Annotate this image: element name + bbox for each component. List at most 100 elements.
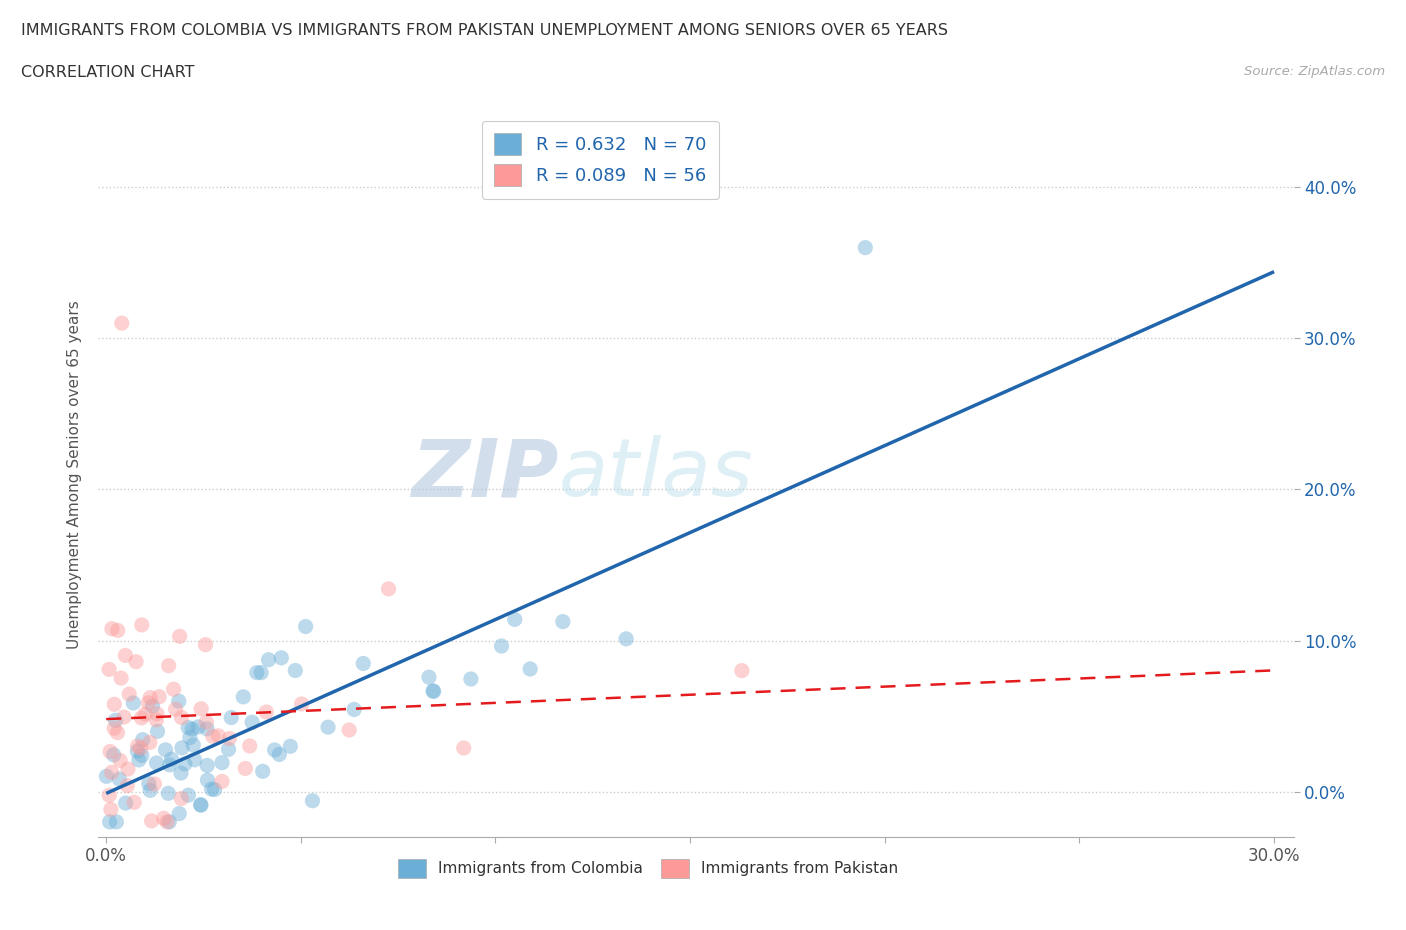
Point bbox=[146, 724, 169, 738]
Point bbox=[125, 655, 148, 670]
Point bbox=[337, 723, 360, 737]
Point bbox=[257, 652, 280, 667]
Point bbox=[377, 581, 399, 596]
Point bbox=[103, 697, 125, 711]
Point bbox=[284, 663, 307, 678]
Point bbox=[294, 619, 316, 634]
Point bbox=[110, 671, 132, 685]
Y-axis label: Unemployment Among Seniors over 65 years: Unemployment Among Seniors over 65 years bbox=[67, 300, 83, 649]
Point bbox=[211, 774, 233, 789]
Point bbox=[195, 758, 218, 773]
Point bbox=[134, 707, 156, 722]
Point bbox=[107, 725, 129, 740]
Point bbox=[418, 670, 440, 684]
Point bbox=[167, 806, 190, 821]
Point bbox=[101, 621, 124, 636]
Point bbox=[207, 728, 229, 743]
Point bbox=[197, 773, 219, 788]
Point bbox=[139, 783, 162, 798]
Point bbox=[170, 740, 193, 755]
Point bbox=[183, 752, 205, 767]
Point bbox=[139, 690, 162, 705]
Point bbox=[129, 741, 152, 756]
Point bbox=[173, 756, 195, 771]
Point bbox=[98, 744, 121, 759]
Point bbox=[263, 742, 285, 757]
Point bbox=[131, 748, 153, 763]
Point bbox=[190, 797, 212, 812]
Point bbox=[157, 658, 180, 673]
Text: IMMIGRANTS FROM COLOMBIA VS IMMIGRANTS FROM PAKISTAN UNEMPLOYMENT AMONG SENIORS : IMMIGRANTS FROM COLOMBIA VS IMMIGRANTS F… bbox=[21, 23, 948, 38]
Point bbox=[614, 631, 637, 646]
Point bbox=[233, 761, 256, 776]
Point bbox=[146, 706, 169, 721]
Point bbox=[108, 772, 131, 787]
Point bbox=[252, 764, 274, 778]
Point bbox=[105, 815, 128, 830]
Point bbox=[254, 705, 277, 720]
Point bbox=[169, 629, 191, 644]
Point bbox=[167, 694, 190, 709]
Point bbox=[117, 762, 139, 777]
Point bbox=[240, 715, 263, 730]
Point bbox=[187, 720, 209, 735]
Point bbox=[246, 665, 269, 680]
Point bbox=[117, 778, 139, 793]
Point bbox=[127, 738, 149, 753]
Point bbox=[170, 711, 193, 725]
Point bbox=[108, 753, 131, 768]
Legend: Immigrants from Colombia, Immigrants from Pakistan: Immigrants from Colombia, Immigrants fro… bbox=[392, 853, 904, 884]
Point bbox=[122, 795, 145, 810]
Point bbox=[131, 618, 153, 632]
Point bbox=[98, 662, 121, 677]
Point bbox=[170, 791, 193, 806]
Point bbox=[141, 814, 163, 829]
Point bbox=[453, 740, 475, 755]
Point bbox=[195, 722, 218, 737]
Point bbox=[352, 656, 374, 671]
Point bbox=[422, 684, 444, 698]
Point bbox=[291, 697, 314, 711]
Point bbox=[145, 712, 167, 727]
Point bbox=[170, 765, 193, 780]
Point bbox=[103, 721, 125, 736]
Point bbox=[145, 755, 167, 770]
Point bbox=[136, 696, 159, 711]
Point bbox=[204, 782, 226, 797]
Point bbox=[491, 639, 513, 654]
Point bbox=[301, 793, 323, 808]
Point bbox=[139, 735, 162, 750]
Point bbox=[104, 713, 127, 728]
Point bbox=[98, 788, 121, 803]
Point bbox=[165, 702, 187, 717]
Point bbox=[127, 744, 149, 759]
Text: ZIP: ZIP bbox=[411, 435, 558, 513]
Point bbox=[103, 748, 125, 763]
Point bbox=[112, 710, 135, 724]
Point bbox=[157, 786, 180, 801]
Point bbox=[179, 730, 201, 745]
Point bbox=[114, 648, 136, 663]
Point bbox=[155, 742, 177, 757]
Point bbox=[159, 757, 181, 772]
Point bbox=[218, 742, 240, 757]
Point bbox=[195, 714, 218, 729]
Point bbox=[190, 798, 212, 813]
Point bbox=[343, 702, 366, 717]
Point bbox=[211, 755, 233, 770]
Point bbox=[132, 732, 155, 747]
Point bbox=[177, 788, 200, 803]
Point bbox=[519, 661, 541, 676]
Point bbox=[190, 701, 212, 716]
Point bbox=[152, 811, 174, 826]
Point bbox=[100, 802, 122, 817]
Point bbox=[460, 671, 482, 686]
Point bbox=[278, 738, 301, 753]
Text: Source: ZipAtlas.com: Source: ZipAtlas.com bbox=[1244, 65, 1385, 78]
Point bbox=[118, 686, 141, 701]
Point bbox=[201, 729, 224, 744]
Point bbox=[114, 796, 136, 811]
Point bbox=[157, 815, 180, 830]
Point bbox=[422, 684, 444, 698]
Point bbox=[177, 720, 200, 735]
